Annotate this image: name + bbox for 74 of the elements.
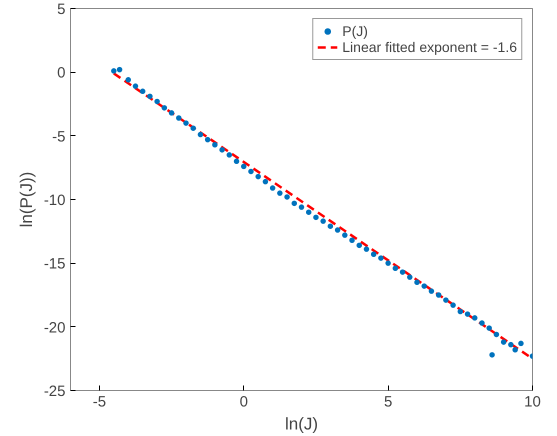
x-tick-label: -5 bbox=[92, 394, 106, 410]
point bbox=[407, 274, 413, 280]
point bbox=[450, 302, 456, 308]
point bbox=[356, 242, 362, 248]
legend-label: Linear fitted exponent = -1.6 bbox=[342, 39, 517, 55]
point bbox=[198, 132, 204, 138]
point bbox=[378, 255, 384, 261]
point bbox=[508, 342, 514, 348]
point bbox=[489, 352, 495, 358]
y-tick-label: 5 bbox=[57, 1, 66, 18]
point bbox=[292, 200, 298, 206]
point bbox=[284, 194, 290, 200]
point bbox=[277, 190, 283, 196]
point bbox=[342, 232, 348, 238]
x-tick-label: 0 bbox=[240, 394, 248, 410]
point bbox=[458, 308, 464, 314]
point bbox=[234, 158, 240, 164]
point bbox=[168, 110, 174, 116]
point bbox=[219, 147, 225, 153]
point bbox=[111, 68, 117, 74]
point bbox=[512, 347, 518, 352]
x-axis-title: ln(J) bbox=[284, 414, 318, 434]
legend-label: P(J) bbox=[342, 23, 368, 39]
y-tick-label: -25 bbox=[44, 383, 66, 400]
point bbox=[436, 292, 442, 298]
point bbox=[226, 152, 232, 158]
y-axis-title: ln(P(J)) bbox=[16, 172, 36, 228]
point bbox=[320, 218, 326, 224]
x-tick-label: 10 bbox=[524, 394, 541, 410]
point bbox=[392, 266, 398, 272]
point bbox=[306, 209, 312, 215]
point bbox=[204, 136, 210, 142]
point bbox=[486, 325, 492, 331]
point bbox=[464, 311, 470, 317]
point bbox=[241, 164, 246, 170]
point bbox=[334, 227, 340, 233]
point bbox=[385, 260, 391, 266]
point bbox=[400, 269, 406, 275]
point bbox=[132, 83, 138, 89]
point bbox=[140, 88, 146, 94]
point bbox=[479, 320, 485, 326]
point bbox=[162, 105, 168, 111]
y-tick-label: 0 bbox=[57, 64, 66, 82]
point bbox=[116, 66, 122, 72]
point bbox=[262, 178, 268, 184]
point bbox=[212, 142, 218, 148]
y-tick-label: -15 bbox=[44, 256, 66, 273]
point bbox=[370, 252, 376, 257]
point bbox=[154, 98, 160, 104]
x-tick-label: 5 bbox=[384, 394, 392, 410]
point bbox=[183, 120, 189, 126]
y-tick-label: -20 bbox=[44, 319, 66, 336]
y-tick-label: -5 bbox=[52, 128, 66, 146]
point bbox=[270, 185, 276, 191]
point bbox=[176, 115, 182, 121]
point bbox=[443, 297, 449, 303]
point bbox=[255, 174, 261, 180]
point bbox=[364, 246, 370, 252]
point bbox=[472, 315, 478, 321]
point bbox=[248, 168, 254, 174]
point bbox=[421, 283, 427, 289]
point bbox=[428, 288, 434, 294]
point bbox=[500, 339, 506, 345]
point bbox=[298, 204, 304, 210]
point bbox=[328, 223, 334, 229]
point bbox=[190, 125, 196, 131]
point bbox=[126, 77, 131, 83]
point bbox=[518, 340, 524, 346]
point bbox=[313, 214, 319, 220]
point bbox=[349, 238, 355, 243]
y-tick-label: -10 bbox=[44, 192, 66, 209]
point bbox=[147, 94, 153, 100]
point bbox=[414, 280, 420, 286]
point bbox=[494, 332, 500, 338]
